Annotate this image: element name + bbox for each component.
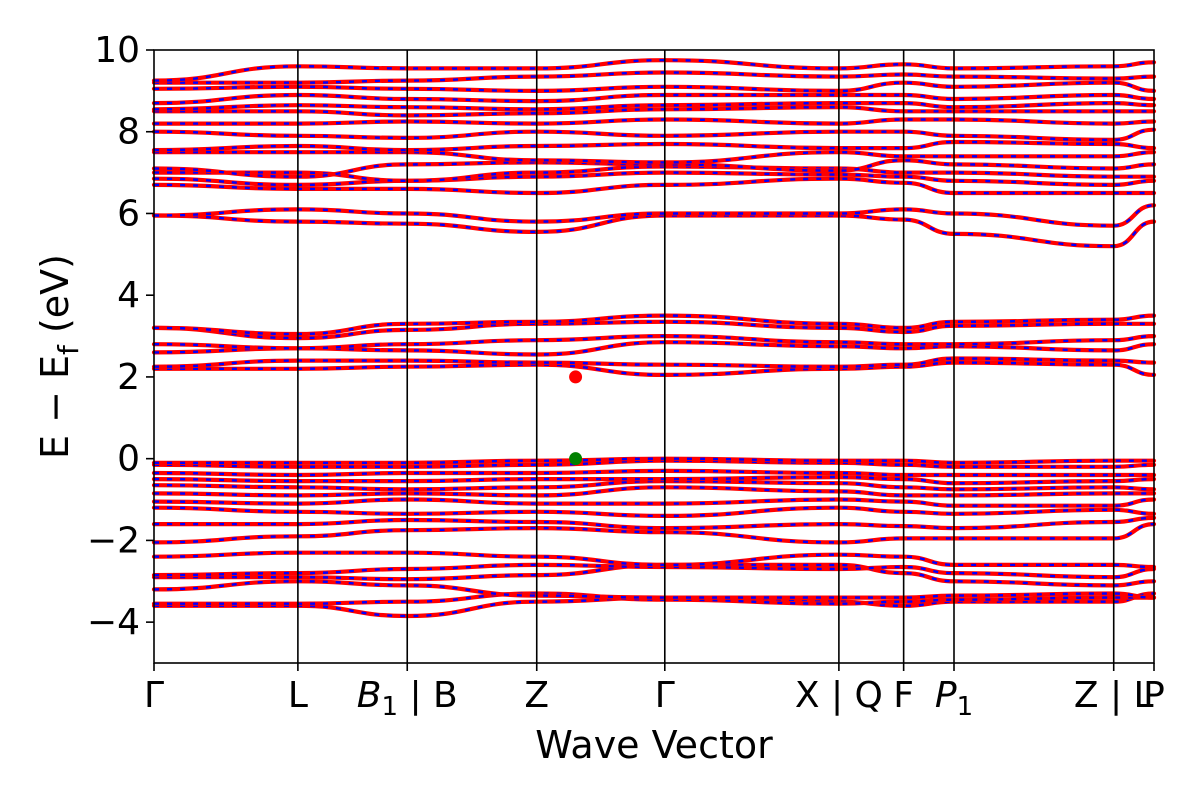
y-axis: −4 −2 0 2 4 6 8 10: [87, 30, 154, 643]
band-line-dashed-20: [153, 320, 1154, 340]
band-line-dashed-25: [153, 171, 1155, 187]
band-line-31: [151, 117, 1157, 126]
band-line-dashed-32: [154, 105, 1154, 117]
band-line-dashed-11: [153, 479, 1155, 491]
band-line-dashed-5: [153, 551, 1155, 569]
band-line-dashed-6: [153, 522, 1155, 544]
k-point-separators: [297, 50, 1115, 663]
y-tick-label-0: −4: [87, 602, 140, 643]
band-line-dashed-12: [153, 475, 1155, 485]
band-line-dashed-29: [153, 140, 1155, 152]
band-line-dashed-22: [153, 214, 1155, 248]
y-tick-label-3: 2: [117, 357, 140, 398]
plot-frame: [153, 49, 1155, 664]
band-line-8: [151, 505, 1157, 519]
y-tick-label-5: 6: [117, 193, 140, 234]
x-tick-label-1: L: [288, 675, 308, 716]
band-line-dashed-31: [154, 118, 1155, 125]
x-tick-label-2: B1 | B: [357, 675, 458, 722]
band-line-dashed-7: [154, 516, 1155, 530]
y-tick-label-2: 0: [117, 439, 140, 480]
band-line-dashed-24: [153, 177, 1154, 195]
band-line-dashed-21: [153, 314, 1155, 336]
band-line-dashed-17: [153, 357, 1155, 368]
band-line-dashed-35: [153, 81, 1155, 93]
band-line-dashed-19: [153, 334, 1155, 350]
y-tick-label-6: 8: [117, 112, 140, 153]
x-tick-label-4: Γ: [655, 675, 675, 716]
y-axis-title-main: E − E: [33, 355, 77, 459]
band-line-28: [151, 150, 1157, 165]
band-line-dashed-4: [153, 563, 1155, 579]
x-tick-label-7: P1: [935, 675, 973, 722]
band-line-7: [151, 515, 1157, 531]
x-axis-title: Wave Vector: [535, 723, 773, 767]
band-line-dashed-23: [153, 204, 1155, 227]
band-line-dashed-8: [153, 506, 1155, 518]
band-line-29: [151, 139, 1157, 153]
x-tick-label-5: X | Q: [795, 675, 883, 716]
band-line-9: [151, 497, 1157, 508]
band-lines: [151, 58, 1157, 619]
x-tick-label-0: Γ: [144, 675, 164, 716]
y-axis-title-unit: (eV): [33, 254, 77, 345]
band-line-dashed-15: [154, 457, 1155, 465]
band-line-dashed-30: [153, 128, 1155, 142]
band-line-dashed-16: [153, 361, 1155, 377]
x-tick-label-3: Z: [524, 675, 549, 716]
band-line-dashed-9: [153, 498, 1155, 507]
band-line-dashed-27: [153, 159, 1155, 178]
band-line-dashed-10: [153, 486, 1154, 497]
band-line-dashed-34: [153, 93, 1155, 105]
band-line-5: [151, 550, 1157, 570]
band-line-34: [151, 92, 1157, 106]
y-tick-label-4: 4: [117, 275, 140, 316]
cbm-marker: [569, 370, 583, 384]
y-axis-title: E − Ef (eV): [33, 254, 85, 459]
x-axis: Γ L B1 | B Z Γ X | Q F P1 Z | LP: [144, 663, 1165, 722]
y-tick-label-1: −2: [87, 520, 140, 561]
band-line-22: [151, 213, 1157, 249]
x-tick-label-8: Z | L: [1074, 675, 1154, 716]
y-axis-title-sub: f: [52, 344, 85, 355]
band-line-dashed-37: [153, 58, 1155, 82]
x-tick-label-6: F: [893, 675, 914, 716]
band-line-dashed-14: [153, 459, 1155, 469]
band-line-dashed-1: [153, 592, 1154, 605]
vbm-marker: [569, 452, 583, 466]
band-line-dashed-13: [153, 469, 1154, 477]
band-line-dashed-36: [154, 71, 1155, 84]
band-line-dashed-2: [153, 580, 1155, 599]
band-line-dashed-28: [153, 150, 1155, 164]
band-line-dashed-33: [153, 101, 1155, 111]
band-line-30: [151, 127, 1157, 143]
x-tick-label-9: P: [1143, 675, 1165, 716]
y-tick-label-7: 10: [94, 30, 140, 71]
extremum-markers: [569, 370, 583, 466]
band-line-13: [151, 468, 1157, 478]
band-line-36: [151, 70, 1157, 85]
